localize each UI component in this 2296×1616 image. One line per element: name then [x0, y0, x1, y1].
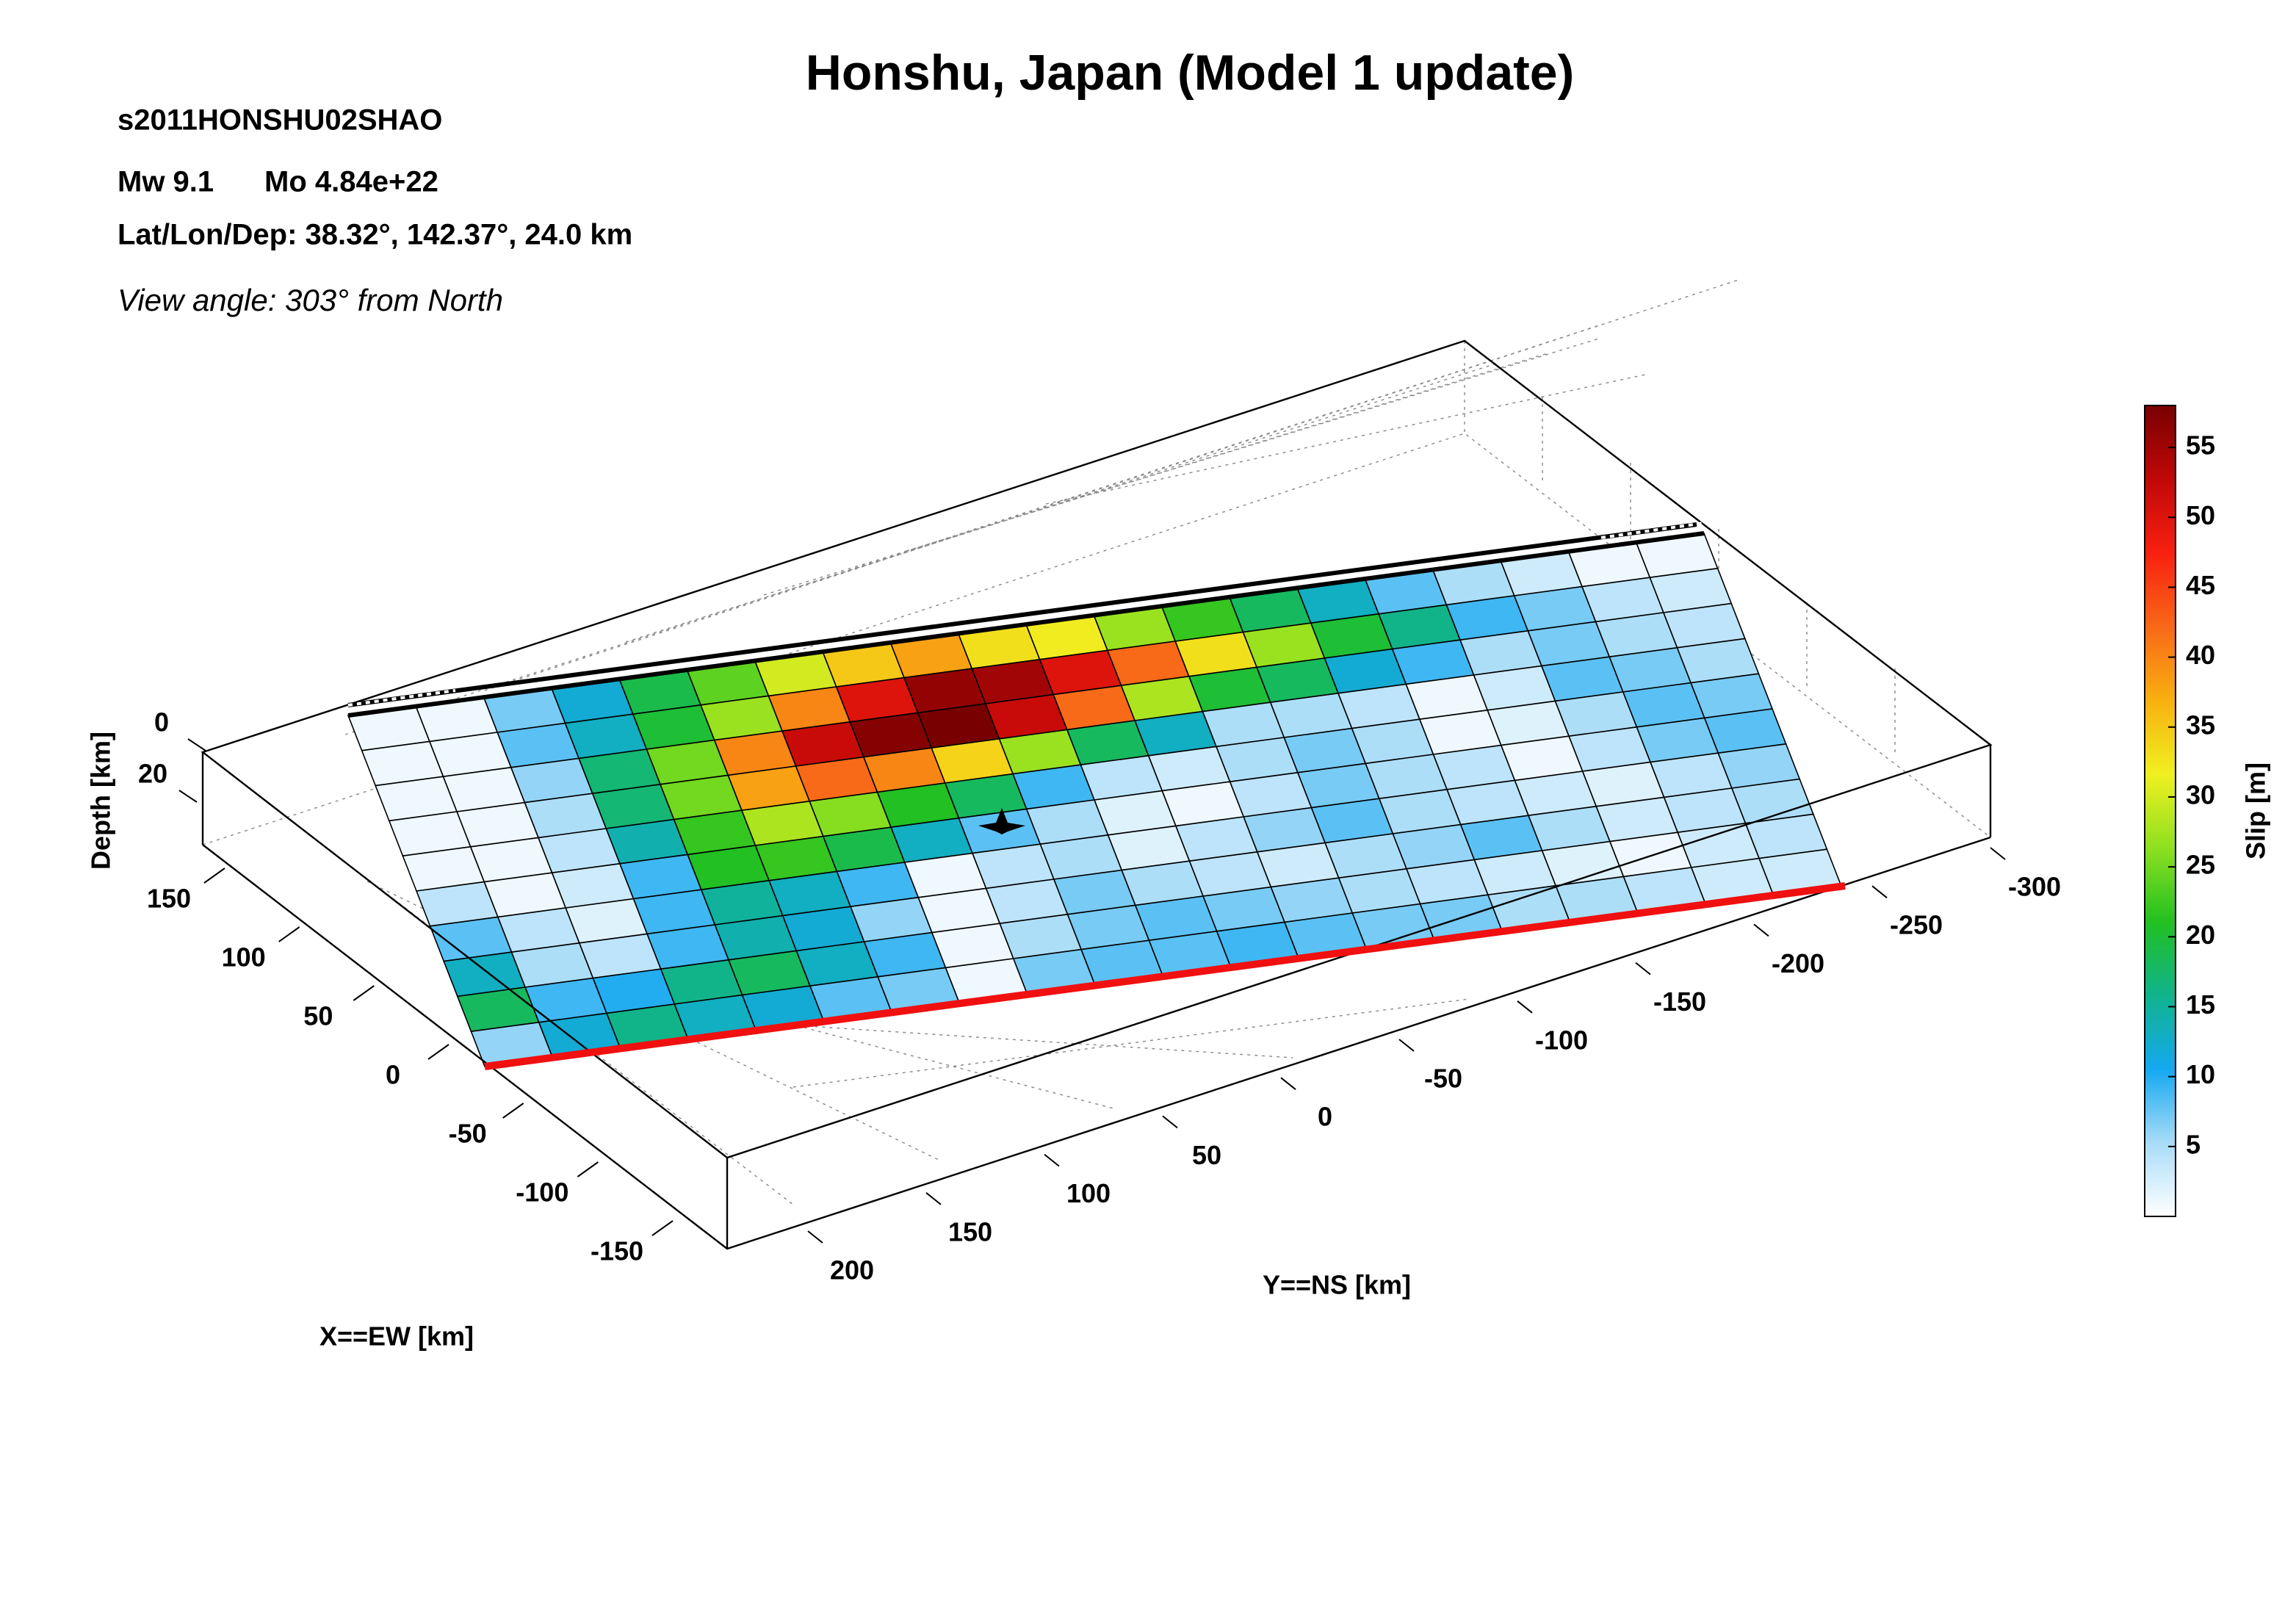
- colorbar-label: Slip [m]: [2241, 762, 2271, 859]
- magnitude: Mw 9.1: [118, 166, 214, 198]
- y-tick-label: -300: [2008, 872, 2061, 902]
- x-tick-label: -150: [591, 1236, 643, 1266]
- y-tick-label: 200: [830, 1255, 874, 1285]
- moment: Mo 4.84e+22: [264, 166, 438, 198]
- colorbar: [2144, 405, 2176, 1217]
- x-tick-label: 150: [147, 884, 191, 914]
- hypocenter: [978, 808, 1025, 834]
- y-tick-label: 100: [1066, 1178, 1111, 1208]
- y-tick: [1280, 1077, 1296, 1090]
- x-tick: [427, 1044, 450, 1060]
- y-tick: [1753, 923, 1769, 937]
- y-tick: [1990, 847, 2006, 860]
- chart-title: Honshu, Japan (Model 1 update): [806, 45, 1575, 101]
- x-tick-label: 100: [222, 942, 266, 973]
- event-id: s2011HONSHU02SHAO: [118, 104, 442, 137]
- x-tick-label: 0: [386, 1060, 400, 1090]
- location: Lat/Lon/Dep: 38.32°, 142.37°, 24.0 km: [118, 219, 632, 251]
- y-tick: [1044, 1153, 1060, 1167]
- colorbar-tick-label: 30: [2186, 779, 2215, 809]
- fault-edges: [347, 522, 1846, 1070]
- view-angle: View angle: 303° from North: [118, 283, 503, 317]
- colorbar-tick-label: 10: [2186, 1059, 2215, 1089]
- y-tick: [1162, 1115, 1178, 1129]
- colorbar-tick-label: 20: [2186, 920, 2215, 950]
- y-tick-label: -100: [1535, 1025, 1588, 1055]
- z-tick: [178, 790, 198, 803]
- x-tick: [502, 1103, 524, 1119]
- box: [201, 339, 1993, 1250]
- x-axis-label: X==EW [km]: [320, 1321, 474, 1352]
- x-tick-label: -50: [449, 1119, 487, 1149]
- z-tick: [187, 738, 206, 751]
- y-tick: [807, 1230, 823, 1244]
- colorbar-tick-label: 55: [2186, 430, 2215, 461]
- y-tick: [1635, 962, 1651, 975]
- y-tick-label: -200: [1772, 948, 1824, 978]
- y-tick: [925, 1192, 942, 1205]
- x-tick: [203, 867, 225, 884]
- y-tick-label: -150: [1653, 986, 1706, 1017]
- x-tick: [278, 926, 300, 942]
- y-tick-label: 0: [1318, 1102, 1332, 1132]
- colorbar-tick-label: 25: [2186, 850, 2215, 880]
- y-tick-label: 150: [948, 1216, 992, 1247]
- x-tick-label: -100: [516, 1177, 568, 1208]
- colorbar-tick-label: 15: [2186, 989, 2215, 1020]
- colorbar-tick-label: 50: [2186, 500, 2215, 530]
- x-tick-label: 50: [303, 1001, 333, 1031]
- z-tick-label: 0: [154, 707, 169, 737]
- y-tick-label: -250: [1890, 910, 1943, 940]
- y-tick-label: 50: [1192, 1140, 1221, 1170]
- z-axis-label: Depth [km]: [86, 732, 116, 870]
- fault-plane: [347, 533, 1842, 1067]
- colorbar-tick-label: 35: [2186, 710, 2215, 740]
- x-tick: [651, 1220, 674, 1236]
- y-tick-label: -50: [1424, 1064, 1462, 1094]
- y-tick: [1398, 1039, 1415, 1052]
- y-axis-label: Y==NS [km]: [1263, 1270, 1411, 1300]
- colorbar-tick-label: 5: [2186, 1129, 2201, 1159]
- x-tick: [353, 985, 375, 1001]
- y-tick: [1871, 885, 1888, 898]
- colorbar-tick-label: 45: [2186, 570, 2215, 600]
- z-tick-label: 20: [138, 759, 167, 789]
- y-tick: [1517, 1000, 1533, 1014]
- x-tick: [577, 1161, 599, 1177]
- colorbar-tick-label: 40: [2186, 640, 2215, 670]
